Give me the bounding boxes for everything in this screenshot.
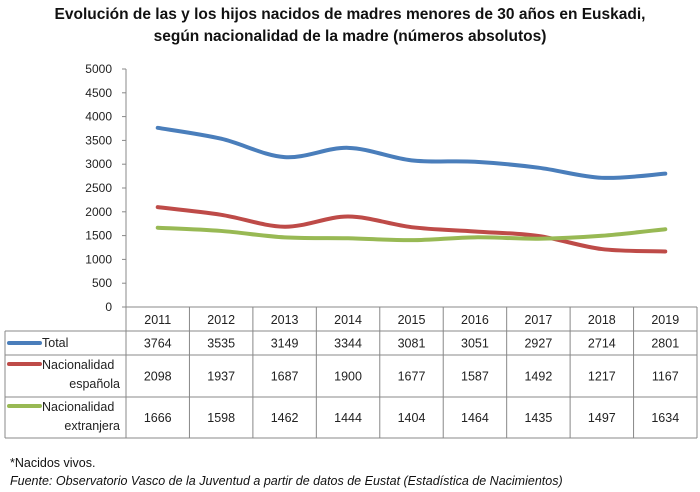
table-cell-value: 1464 — [461, 411, 489, 425]
line-chart: 0 500 1000 1500 2000 2500 3000 3500 4000 4500 5000… — [4, 62, 698, 439]
table-cell-value: 2927 — [524, 337, 552, 351]
table-cell-value: 1937 — [207, 370, 235, 384]
table-cell-value: 1666 — [144, 411, 172, 425]
table-cell-value: 1497 — [588, 411, 616, 425]
legend-label: española — [69, 377, 120, 391]
chart-title: Evolución de las y los hijos nacidos de … — [54, 6, 646, 23]
table-cell-value: 1634 — [651, 411, 679, 425]
legend-label: Total — [42, 336, 68, 350]
table-cell-value: 1492 — [524, 370, 552, 384]
legend-label: Nacionalidad — [42, 358, 114, 372]
y-tick-label: 2500 — [85, 181, 112, 195]
x-tick-label: 2013 — [271, 313, 299, 327]
table-cell-value: 1462 — [271, 411, 299, 425]
table-cell-value: 1167 — [652, 370, 679, 384]
y-tick-label: 4500 — [85, 86, 112, 100]
source-note: Fuente: Observatorio Vasco de la Juventu… — [10, 474, 563, 488]
y-tick-label: 2000 — [85, 205, 112, 219]
table-cell-value: 1598 — [207, 411, 235, 425]
series-line-1 — [155, 125, 668, 180]
chart-subtitle: según nacionalidad de la madre (números … — [153, 28, 547, 45]
table-cell-value: 3344 — [334, 337, 362, 351]
table-cell-value: 3764 — [144, 337, 172, 351]
table-cell-value: 1444 — [334, 411, 362, 425]
table-cell-value: 3535 — [207, 337, 235, 351]
legend-label: Nacionalidad — [42, 400, 114, 414]
x-tick-label: 2011 — [144, 313, 171, 327]
y-tick-label: 3500 — [85, 133, 112, 147]
table-cell-value: 1217 — [588, 370, 616, 384]
x-tick-label: 2017 — [524, 313, 552, 327]
table-cell-value: 2714 — [588, 337, 616, 351]
table-cell-value: 1435 — [524, 411, 552, 425]
x-tick-label: 2015 — [398, 313, 426, 327]
x-tick-label: 2014 — [334, 313, 362, 327]
y-tick-label: 4000 — [85, 110, 112, 124]
table-cell-value: 3051 — [461, 337, 489, 351]
table-cell-value: 1687 — [271, 370, 299, 384]
table-cell-value: 1404 — [398, 411, 426, 425]
y-tick-label: 0 — [105, 300, 112, 314]
footnote: *Nacidos vivos. — [10, 456, 96, 470]
table-cell-value: 1900 — [334, 370, 362, 384]
x-tick-label: 2018 — [588, 313, 616, 327]
series-line-3 — [155, 225, 668, 243]
y-tick-label: 1000 — [85, 252, 112, 266]
y-tick-label: 500 — [92, 276, 112, 290]
table-cell-value: 3149 — [271, 337, 299, 351]
y-tick-label: 3000 — [85, 157, 112, 171]
x-tick-label: 2016 — [461, 313, 489, 327]
table-cell-value: 2098 — [144, 370, 172, 384]
table-cell-value: 1677 — [398, 370, 426, 384]
table-cell-value: 3081 — [398, 337, 426, 351]
table-cell-value: 2801 — [651, 337, 679, 351]
y-tick-label: 5000 — [85, 62, 112, 76]
legend-label: extranjera — [64, 419, 120, 433]
y-tick-label: 1500 — [85, 229, 112, 243]
table-cell-value: 1587 — [461, 370, 489, 384]
x-tick-label: 2019 — [651, 313, 679, 327]
series-line-2 — [155, 205, 668, 254]
x-tick-label: 2012 — [207, 313, 235, 327]
